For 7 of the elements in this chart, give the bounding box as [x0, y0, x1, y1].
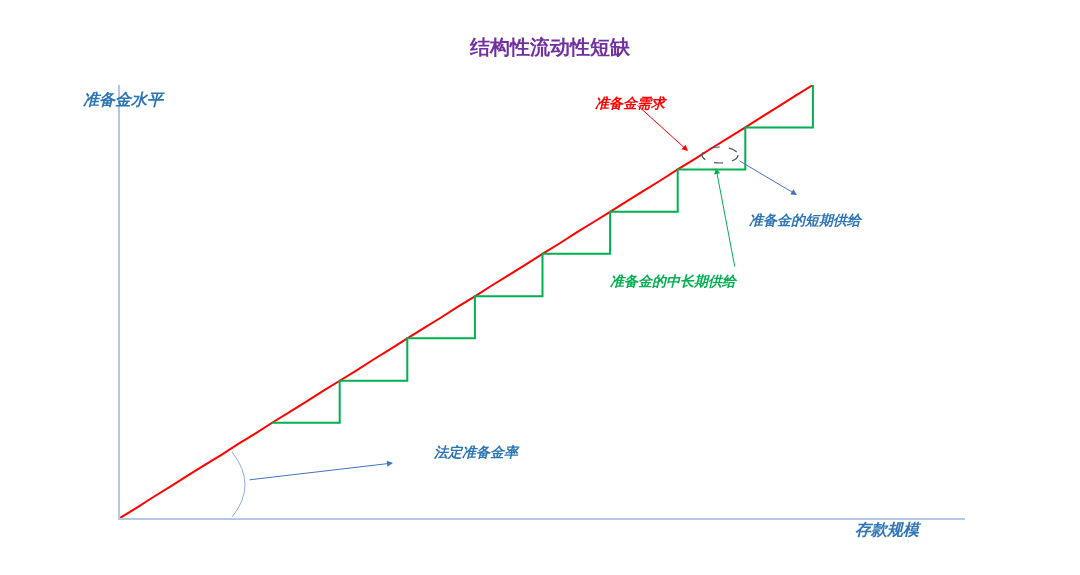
y-axis-title: 准备金水平	[82, 90, 165, 109]
annotation: 法定准备金率	[433, 444, 520, 460]
chart-title: 结构性流动性短缺	[469, 35, 631, 59]
annotation: 准备金的中长期供给	[609, 273, 738, 289]
annotation: 准备金需求	[594, 95, 667, 111]
x-axis-title: 存款规模	[855, 520, 922, 539]
annotation: 准备金的短期供给	[748, 212, 863, 228]
